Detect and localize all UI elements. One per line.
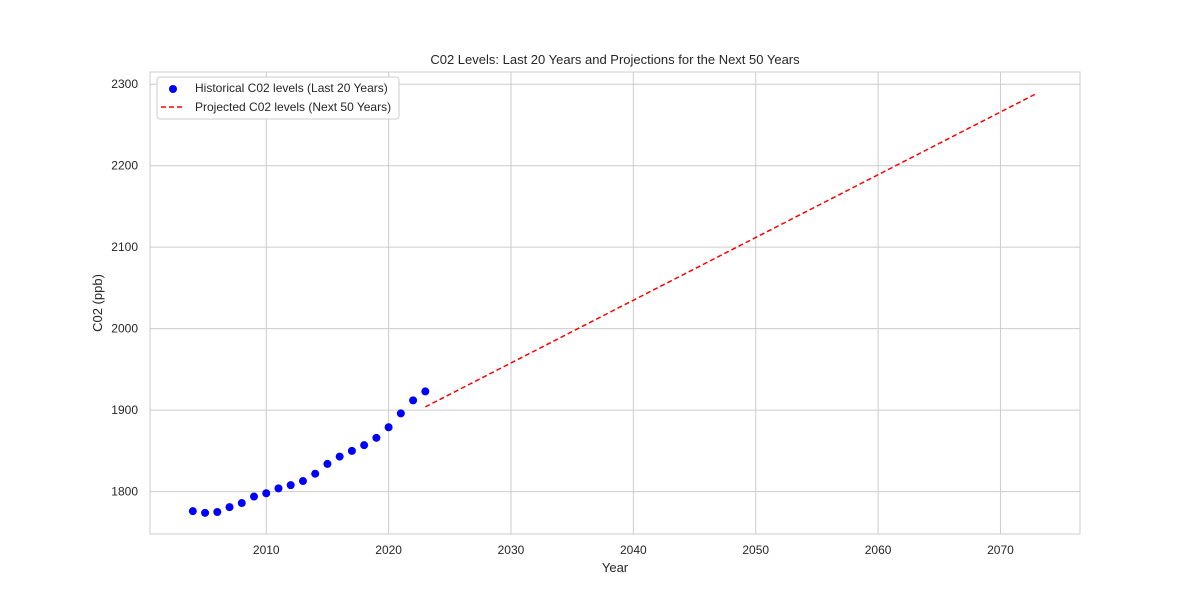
historical-point (237, 499, 246, 508)
series-layer (188, 92, 1038, 517)
legend-label-historical: Historical C02 levels (Last 20 Years) (195, 81, 388, 95)
historical-point (298, 477, 307, 486)
y-tick-label: 1900 (111, 403, 138, 417)
historical-point (225, 503, 234, 512)
historical-point (372, 433, 381, 442)
y-tick-labels: 1800 1900 2000 2100 2200 2300 (111, 77, 138, 498)
historical-point (396, 409, 405, 418)
y-tick-label: 2000 (111, 322, 138, 336)
historical-point (201, 508, 210, 517)
chart-title: C02 Levels: Last 20 Years and Projection… (430, 52, 800, 67)
x-tick-label: 2060 (865, 543, 892, 557)
legend: Historical C02 levels (Last 20 Years) Pr… (156, 76, 400, 120)
historical-point (274, 484, 283, 493)
legend-box (156, 76, 400, 120)
x-axis-label: Year (602, 560, 629, 575)
historical-point (323, 459, 332, 468)
x-tick-label: 2070 (987, 543, 1014, 557)
historical-point (421, 387, 430, 396)
historical-point (409, 396, 418, 405)
historical-point (213, 508, 222, 516)
historical-point (384, 423, 393, 432)
historical-point (335, 452, 344, 461)
y-tick-label: 2300 (111, 77, 138, 91)
historical-point (360, 441, 369, 450)
plot-area (149, 71, 1081, 535)
legend-marker-historical (169, 85, 177, 93)
projection-line (424, 92, 1038, 408)
y-axis-label: C02 (ppb) (90, 274, 105, 332)
historical-point (286, 481, 295, 490)
historical-point (347, 446, 356, 455)
x-tick-label: 2050 (742, 543, 769, 557)
x-tick-labels: 2010 2020 2030 2040 2050 2060 2070 (253, 543, 1014, 557)
y-tick-label: 2100 (111, 240, 138, 254)
historical-point (311, 469, 320, 478)
x-tick-label: 2040 (620, 543, 647, 557)
x-tick-label: 2010 (253, 543, 280, 557)
historical-point (250, 492, 259, 501)
historical-point (262, 489, 271, 498)
x-tick-label: 2020 (375, 543, 402, 557)
x-tick-label: 2030 (498, 543, 525, 557)
y-tick-label: 2200 (111, 159, 138, 173)
historical-point (188, 507, 197, 516)
legend-label-projected: Projected C02 levels (Next 50 Years) (195, 100, 391, 114)
y-tick-label: 1800 (111, 485, 138, 499)
